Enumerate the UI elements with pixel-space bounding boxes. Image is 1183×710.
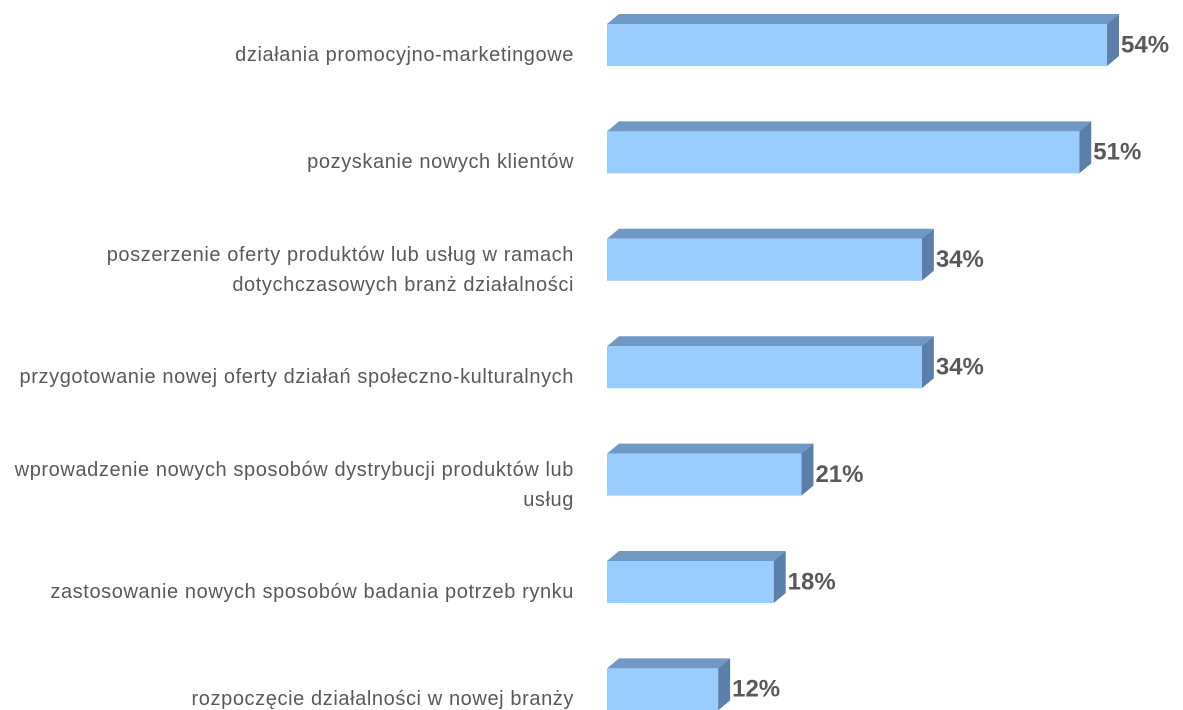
bar (607, 551, 786, 603)
bar-side (718, 658, 731, 710)
bar (607, 121, 1092, 174)
value-label: 54% (1121, 31, 1169, 58)
bar-side (921, 336, 934, 389)
bar (607, 14, 1120, 66)
bar-top (607, 228, 934, 239)
bar-front (607, 346, 922, 389)
bar-front (607, 561, 774, 603)
bar (607, 228, 934, 281)
bar-front (607, 453, 802, 496)
bar-front (607, 24, 1108, 66)
category-label: wprowadzenie nowych sposobów dystrybucji… (14, 458, 574, 511)
value-label: 51% (1093, 139, 1141, 166)
category-label: poszerzenie oferty produktów lub usług w… (106, 243, 574, 296)
category-label: pozyskanie nowych klientów (307, 151, 574, 174)
bar-top (607, 658, 731, 669)
bar (607, 336, 934, 389)
category-label: działania promocyjno-marketingowe (235, 44, 574, 66)
category-label: zastosowanie nowych sposobów badania pot… (50, 581, 574, 603)
bar-front (607, 668, 719, 710)
value-label: 21% (815, 461, 863, 488)
category-label: przygotowanie nowej oferty działań społe… (19, 366, 574, 389)
value-label: 12% (732, 676, 780, 703)
bar-side (773, 551, 786, 603)
bar-side (1107, 14, 1120, 66)
value-label: 34% (936, 246, 984, 273)
bar-side (1079, 121, 1092, 174)
bar-front (607, 238, 922, 281)
bar-side (801, 443, 814, 496)
bar-top (607, 121, 1092, 132)
bar-side (921, 228, 934, 281)
value-label: 18% (788, 568, 836, 595)
bar-top (607, 14, 1120, 24)
category-label: rozpoczęcie działalności w nowej branży (191, 688, 574, 710)
value-label: 34% (936, 354, 984, 381)
bar (607, 443, 814, 496)
bar (607, 658, 731, 710)
bar-top (607, 551, 786, 561)
bar-top (607, 443, 814, 454)
bar-top (607, 336, 934, 347)
bar-front (607, 131, 1080, 174)
